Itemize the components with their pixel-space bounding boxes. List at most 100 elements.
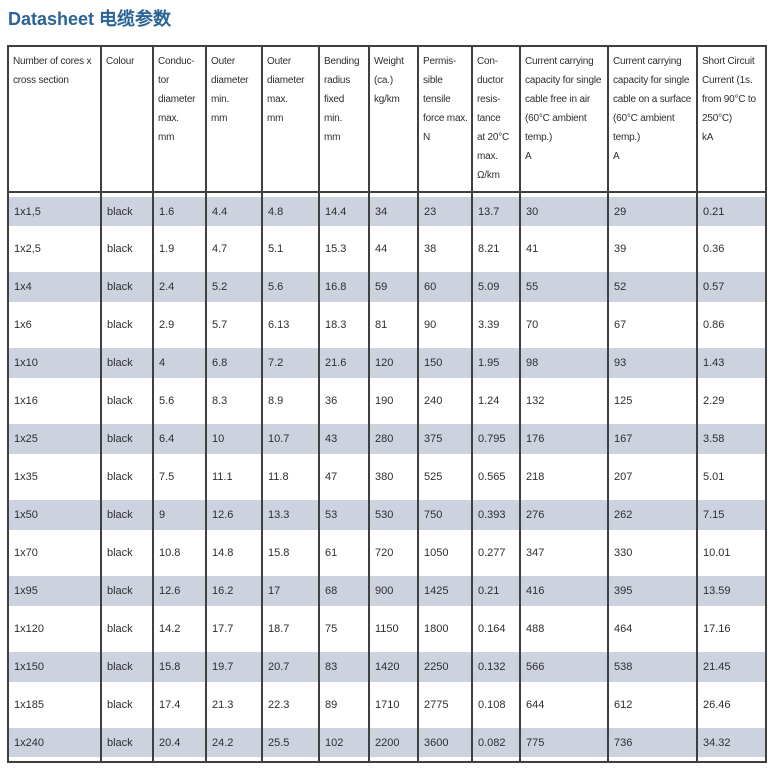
table-cell: 0.21 <box>471 572 521 610</box>
table-cell: 34 <box>368 192 419 230</box>
table-cell: 736 <box>607 724 698 762</box>
table-cell: 176 <box>519 420 609 458</box>
table-cell: 93 <box>607 344 698 382</box>
table-cell: 15.3 <box>318 230 370 268</box>
table-cell: 70 <box>519 306 609 344</box>
table-cell: 15.8 <box>261 534 320 572</box>
table-cell: 3600 <box>417 724 473 762</box>
table-cell: 10.7 <box>261 420 320 458</box>
table-row: 1x185 black 17.4 21.3 22.3 89 1710 2775 0.108 644… <box>7 686 767 724</box>
table-cell: 21.6 <box>318 344 370 382</box>
table-cell: 16.8 <box>318 268 370 306</box>
table-cell: 1.95 <box>471 344 521 382</box>
table-cell: 1x35 <box>7 458 102 496</box>
table-cell: 14.4 <box>318 192 370 230</box>
table-cell: 1x185 <box>7 686 102 724</box>
table-cell: 8.3 <box>205 382 263 420</box>
table-cell: 1x25 <box>7 420 102 458</box>
column-header: Colour <box>100 46 154 193</box>
table-cell: black <box>100 610 154 648</box>
table-cell: 59 <box>368 268 419 306</box>
table-row: 1x25 black 6.4 10 10.7 43 280 375 0.795 176 167 3.5… <box>7 420 767 458</box>
table-header: Number of cores x cross section Colour Con… <box>7 46 767 193</box>
column-header: Number of cores x cross section <box>7 46 102 193</box>
table-row: 1x16 black 5.6 8.3 8.9 36 190 240 1.24 132 125 2.29 <box>7 382 767 420</box>
table-cell: black <box>100 496 154 534</box>
table-cell: 41 <box>519 230 609 268</box>
table-cell: 525 <box>417 458 473 496</box>
table-cell: 1.9 <box>152 230 207 268</box>
table-cell: 167 <box>607 420 698 458</box>
table-cell: 44 <box>368 230 419 268</box>
table-cell: 18.7 <box>261 610 320 648</box>
table-row: 1x50 black 9 12.6 13.3 53 530 750 0.393 276 262 7.1… <box>7 496 767 534</box>
column-header: Con- ductor resis- tance at 20°C max. Ω/… <box>471 46 521 193</box>
table-cell: 67 <box>607 306 698 344</box>
column-header: Permis- sible tensile force max. N <box>417 46 473 193</box>
table-cell: 530 <box>368 496 419 534</box>
table-cell: 330 <box>607 534 698 572</box>
table-cell: 29 <box>607 192 698 230</box>
table-cell: 240 <box>417 382 473 420</box>
table-cell: 218 <box>519 458 609 496</box>
table-cell: 102 <box>318 724 370 762</box>
table-cell: 1050 <box>417 534 473 572</box>
table-cell: 1x2,5 <box>7 230 102 268</box>
table-cell: 68 <box>318 572 370 610</box>
table-cell: 0.132 <box>471 648 521 686</box>
table-row: 1x240 black 20.4 24.2 25.5 102 2200 3600 0.082 77… <box>7 724 767 762</box>
table-cell: black <box>100 344 154 382</box>
table-cell: 1x1,5 <box>7 192 102 230</box>
table-cell: 13.59 <box>696 572 767 610</box>
table-cell: 1x16 <box>7 382 102 420</box>
table-cell: 4.7 <box>205 230 263 268</box>
table-cell: 47 <box>318 458 370 496</box>
table-cell: 16.2 <box>205 572 263 610</box>
table-row: 1x6 black 2.9 5.7 6.13 18.3 81 90 3.39 70 67 0.86 <box>7 306 767 344</box>
table-cell: 75 <box>318 610 370 648</box>
table-cell: 14.2 <box>152 610 207 648</box>
table-row: 1x10 black 4 6.8 7.2 21.6 120 150 1.95 98 93 1.43 <box>7 344 767 382</box>
table-cell: 7.2 <box>261 344 320 382</box>
table-cell: black <box>100 192 154 230</box>
table-cell: black <box>100 572 154 610</box>
table-cell: 5.1 <box>261 230 320 268</box>
table-cell: 1710 <box>368 686 419 724</box>
table-cell: 6.8 <box>205 344 263 382</box>
table-cell: 2250 <box>417 648 473 686</box>
column-header: Weight (ca.) kg/km <box>368 46 419 193</box>
table-cell: 1.43 <box>696 344 767 382</box>
table-row: 1x95 black 12.6 16.2 17 68 900 1425 0.21 416 395 13… <box>7 572 767 610</box>
table-cell: 89 <box>318 686 370 724</box>
table-cell: 30 <box>519 192 609 230</box>
table-cell: 2775 <box>417 686 473 724</box>
table-cell: 7.5 <box>152 458 207 496</box>
table-cell: 5.01 <box>696 458 767 496</box>
table-row: 1x150 black 15.8 19.7 20.7 83 1420 2250 0.132 566… <box>7 648 767 686</box>
table-cell: 12.6 <box>152 572 207 610</box>
table-cell: black <box>100 458 154 496</box>
table-cell: 347 <box>519 534 609 572</box>
table-cell: 0.86 <box>696 306 767 344</box>
table-cell: 43 <box>318 420 370 458</box>
table-cell: 10.01 <box>696 534 767 572</box>
page-title: Datasheet 电缆参数 <box>8 9 172 29</box>
table-row: 1x4 black 2.4 5.2 5.6 16.8 59 60 5.09 55 52 0.57 <box>7 268 767 306</box>
table-cell: 14.8 <box>205 534 263 572</box>
column-header: Bending radius fixed min. mm <box>318 46 370 193</box>
table-cell: 17.4 <box>152 686 207 724</box>
table-cell: 1x6 <box>7 306 102 344</box>
table-cell: 1420 <box>368 648 419 686</box>
table-cell: 61 <box>318 534 370 572</box>
table-cell: 13.3 <box>261 496 320 534</box>
table-cell: 3.39 <box>471 306 521 344</box>
table-cell: 11.1 <box>205 458 263 496</box>
table-cell: 23 <box>417 192 473 230</box>
table-cell: 38 <box>417 230 473 268</box>
table-cell: black <box>100 306 154 344</box>
table-cell: 21.3 <box>205 686 263 724</box>
table-cell: 0.393 <box>471 496 521 534</box>
table-cell: 2.29 <box>696 382 767 420</box>
table-cell: 1x150 <box>7 648 102 686</box>
